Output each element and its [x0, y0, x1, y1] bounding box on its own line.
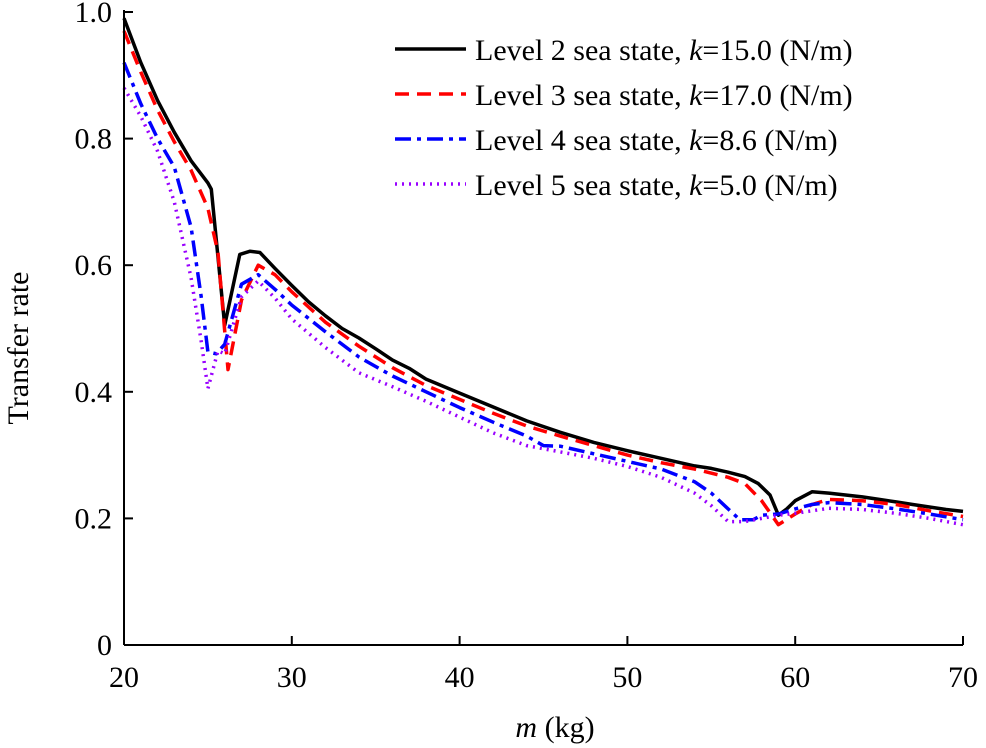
legend-label-k: k: [689, 34, 703, 67]
y-tick-label: 0.6: [75, 249, 113, 282]
legend-label-level-4: Level 4 sea state, k=8.6 (N/m): [475, 124, 838, 157]
legend-label-prefix: Level 4 sea state,: [475, 124, 689, 157]
legend: Level 2 sea state, k=15.0 (N/m)Level 3 s…: [395, 34, 853, 202]
legend-label-suffix: =17.0 (N/m): [702, 79, 852, 112]
legend-label-prefix: Level 5 sea state,: [475, 169, 689, 202]
series-line-level-5: [122, 87, 964, 527]
series-line-level-3: [122, 30, 964, 527]
x-tick-label: 30: [277, 661, 307, 694]
x-ticks: 20 30 40 50 60 70: [109, 636, 978, 694]
legend-label-k: k: [689, 79, 703, 112]
legend-label-suffix: =8.6 (N/m): [702, 124, 837, 157]
y-axis-title: Transfer rate: [2, 271, 35, 424]
legend-label-suffix: =5.0 (N/m): [702, 169, 837, 202]
y-tick-label: 0.8: [75, 123, 113, 156]
x-tick-label: 20: [109, 661, 139, 694]
x-axis-unit: (kg): [537, 711, 594, 744]
legend-label-level-3: Level 3 sea state, k=17.0 (N/m): [475, 79, 853, 112]
y-tick-label: 1.0: [75, 0, 113, 29]
x-tick-label: 60: [780, 661, 810, 694]
y-tick-label: 0: [97, 629, 112, 662]
y-tick-label: 0.2: [75, 502, 113, 535]
legend-label-prefix: Level 3 sea state,: [475, 79, 689, 112]
legend-label-k: k: [689, 169, 703, 202]
legend-label-level-2: Level 2 sea state, k=15.0 (N/m): [475, 34, 853, 67]
x-tick-label: 40: [445, 661, 475, 694]
x-tick-label: 70: [948, 661, 978, 694]
legend-label-suffix: =15.0 (N/m): [702, 34, 852, 67]
series-line-level-2: [122, 17, 964, 517]
legend-label-k: k: [689, 124, 703, 157]
x-axis-title: m (kg): [515, 711, 594, 744]
plot-lines: [122, 17, 964, 527]
legend-label-prefix: Level 2 sea state,: [475, 34, 689, 67]
x-axis-variable: m: [515, 711, 537, 744]
x-tick-label: 50: [612, 661, 642, 694]
legend-label-level-5: Level 5 sea state, k=5.0 (N/m): [475, 169, 838, 202]
y-ticks: 0 0.2 0.4 0.6 0.8 1.0: [75, 0, 133, 662]
y-tick-label: 0.4: [75, 376, 113, 409]
